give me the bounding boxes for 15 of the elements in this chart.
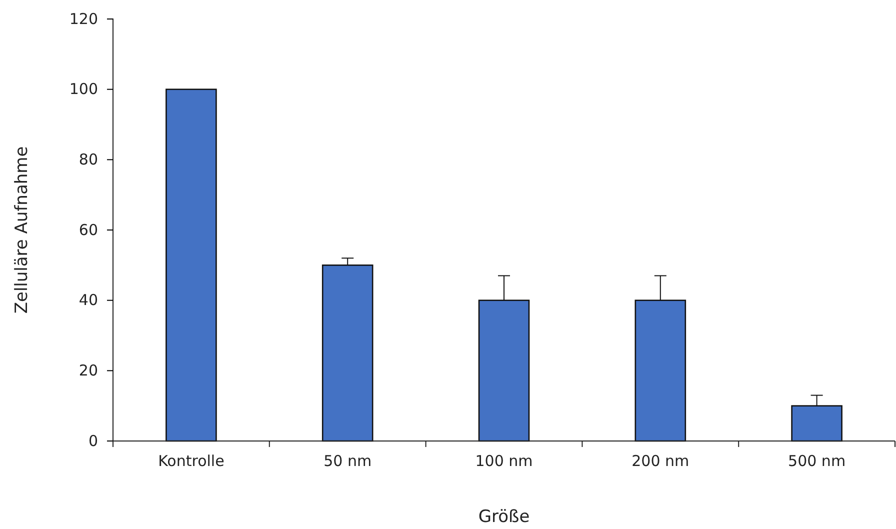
x-tick-label: 500 nm (788, 452, 846, 470)
y-tick-label: 60 (78, 220, 98, 239)
x-tick-label: 50 nm (324, 452, 372, 470)
y-tick-label: 20 (78, 361, 98, 380)
x-tick-label: Kontrolle (158, 452, 224, 470)
y-axis-title: Zelluläre Aufnahme (12, 146, 32, 314)
y-tick-label: 40 (78, 291, 98, 310)
y-tick-label: 120 (69, 10, 98, 28)
x-tick-label: 200 nm (632, 452, 690, 470)
y-tick-label: 100 (69, 80, 98, 98)
y-tick-label: 80 (78, 150, 98, 168)
bar (166, 88, 217, 442)
y-tick-label: 0 (88, 432, 98, 450)
x-axis-title: Größe (478, 507, 530, 527)
x-tick-label: 100 nm (475, 452, 533, 470)
